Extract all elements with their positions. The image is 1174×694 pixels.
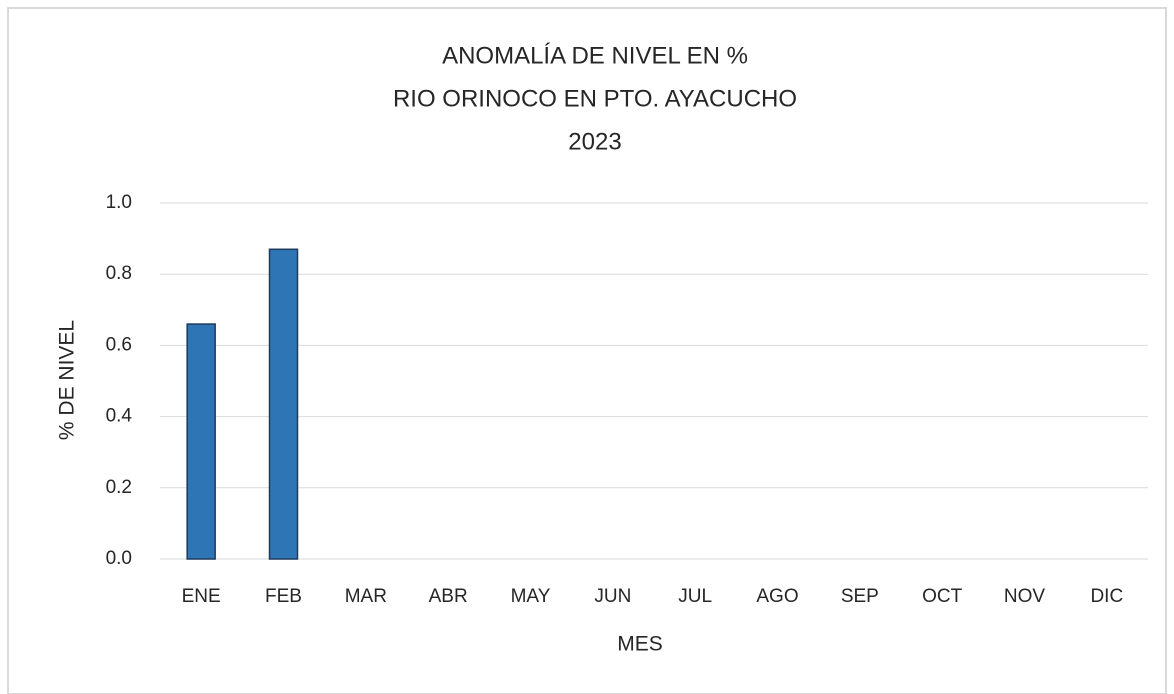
x-tick-label: DIC — [1090, 586, 1123, 607]
y-tick-label: 0.6 — [106, 334, 132, 355]
x-tick-label: JUL — [678, 586, 712, 607]
y-axis-title: % DE NIVEL — [56, 320, 79, 440]
y-tick-label: 0.2 — [106, 477, 132, 498]
y-tick-label: 0.0 — [106, 548, 132, 569]
x-tick-label: ENE — [182, 586, 221, 607]
x-axis-title: MES — [617, 633, 663, 656]
x-tick-label: MAY — [511, 586, 551, 607]
x-tick-label: MAR — [345, 586, 387, 607]
bar — [268, 248, 299, 560]
x-tick-label: AGO — [756, 586, 798, 607]
y-tick-label: 1.0 — [106, 192, 132, 213]
x-tick-label: ABR — [429, 586, 468, 607]
chart-title: ANOMALÍA DE NIVEL EN % — [442, 42, 748, 69]
bar — [186, 323, 216, 560]
x-tick-label: FEB — [265, 586, 302, 607]
chart-title: RIO ORINOCO EN PTO. AYACUCHO — [393, 85, 797, 112]
chart-title: 2023 — [568, 128, 621, 155]
x-tick-label: OCT — [922, 586, 963, 607]
x-tick-label: JUN — [594, 586, 631, 607]
y-tick-label: 0.8 — [106, 263, 132, 284]
y-tick-label: 0.4 — [106, 406, 133, 427]
x-tick-label: NOV — [1004, 586, 1046, 607]
x-tick-label: SEP — [841, 586, 879, 607]
